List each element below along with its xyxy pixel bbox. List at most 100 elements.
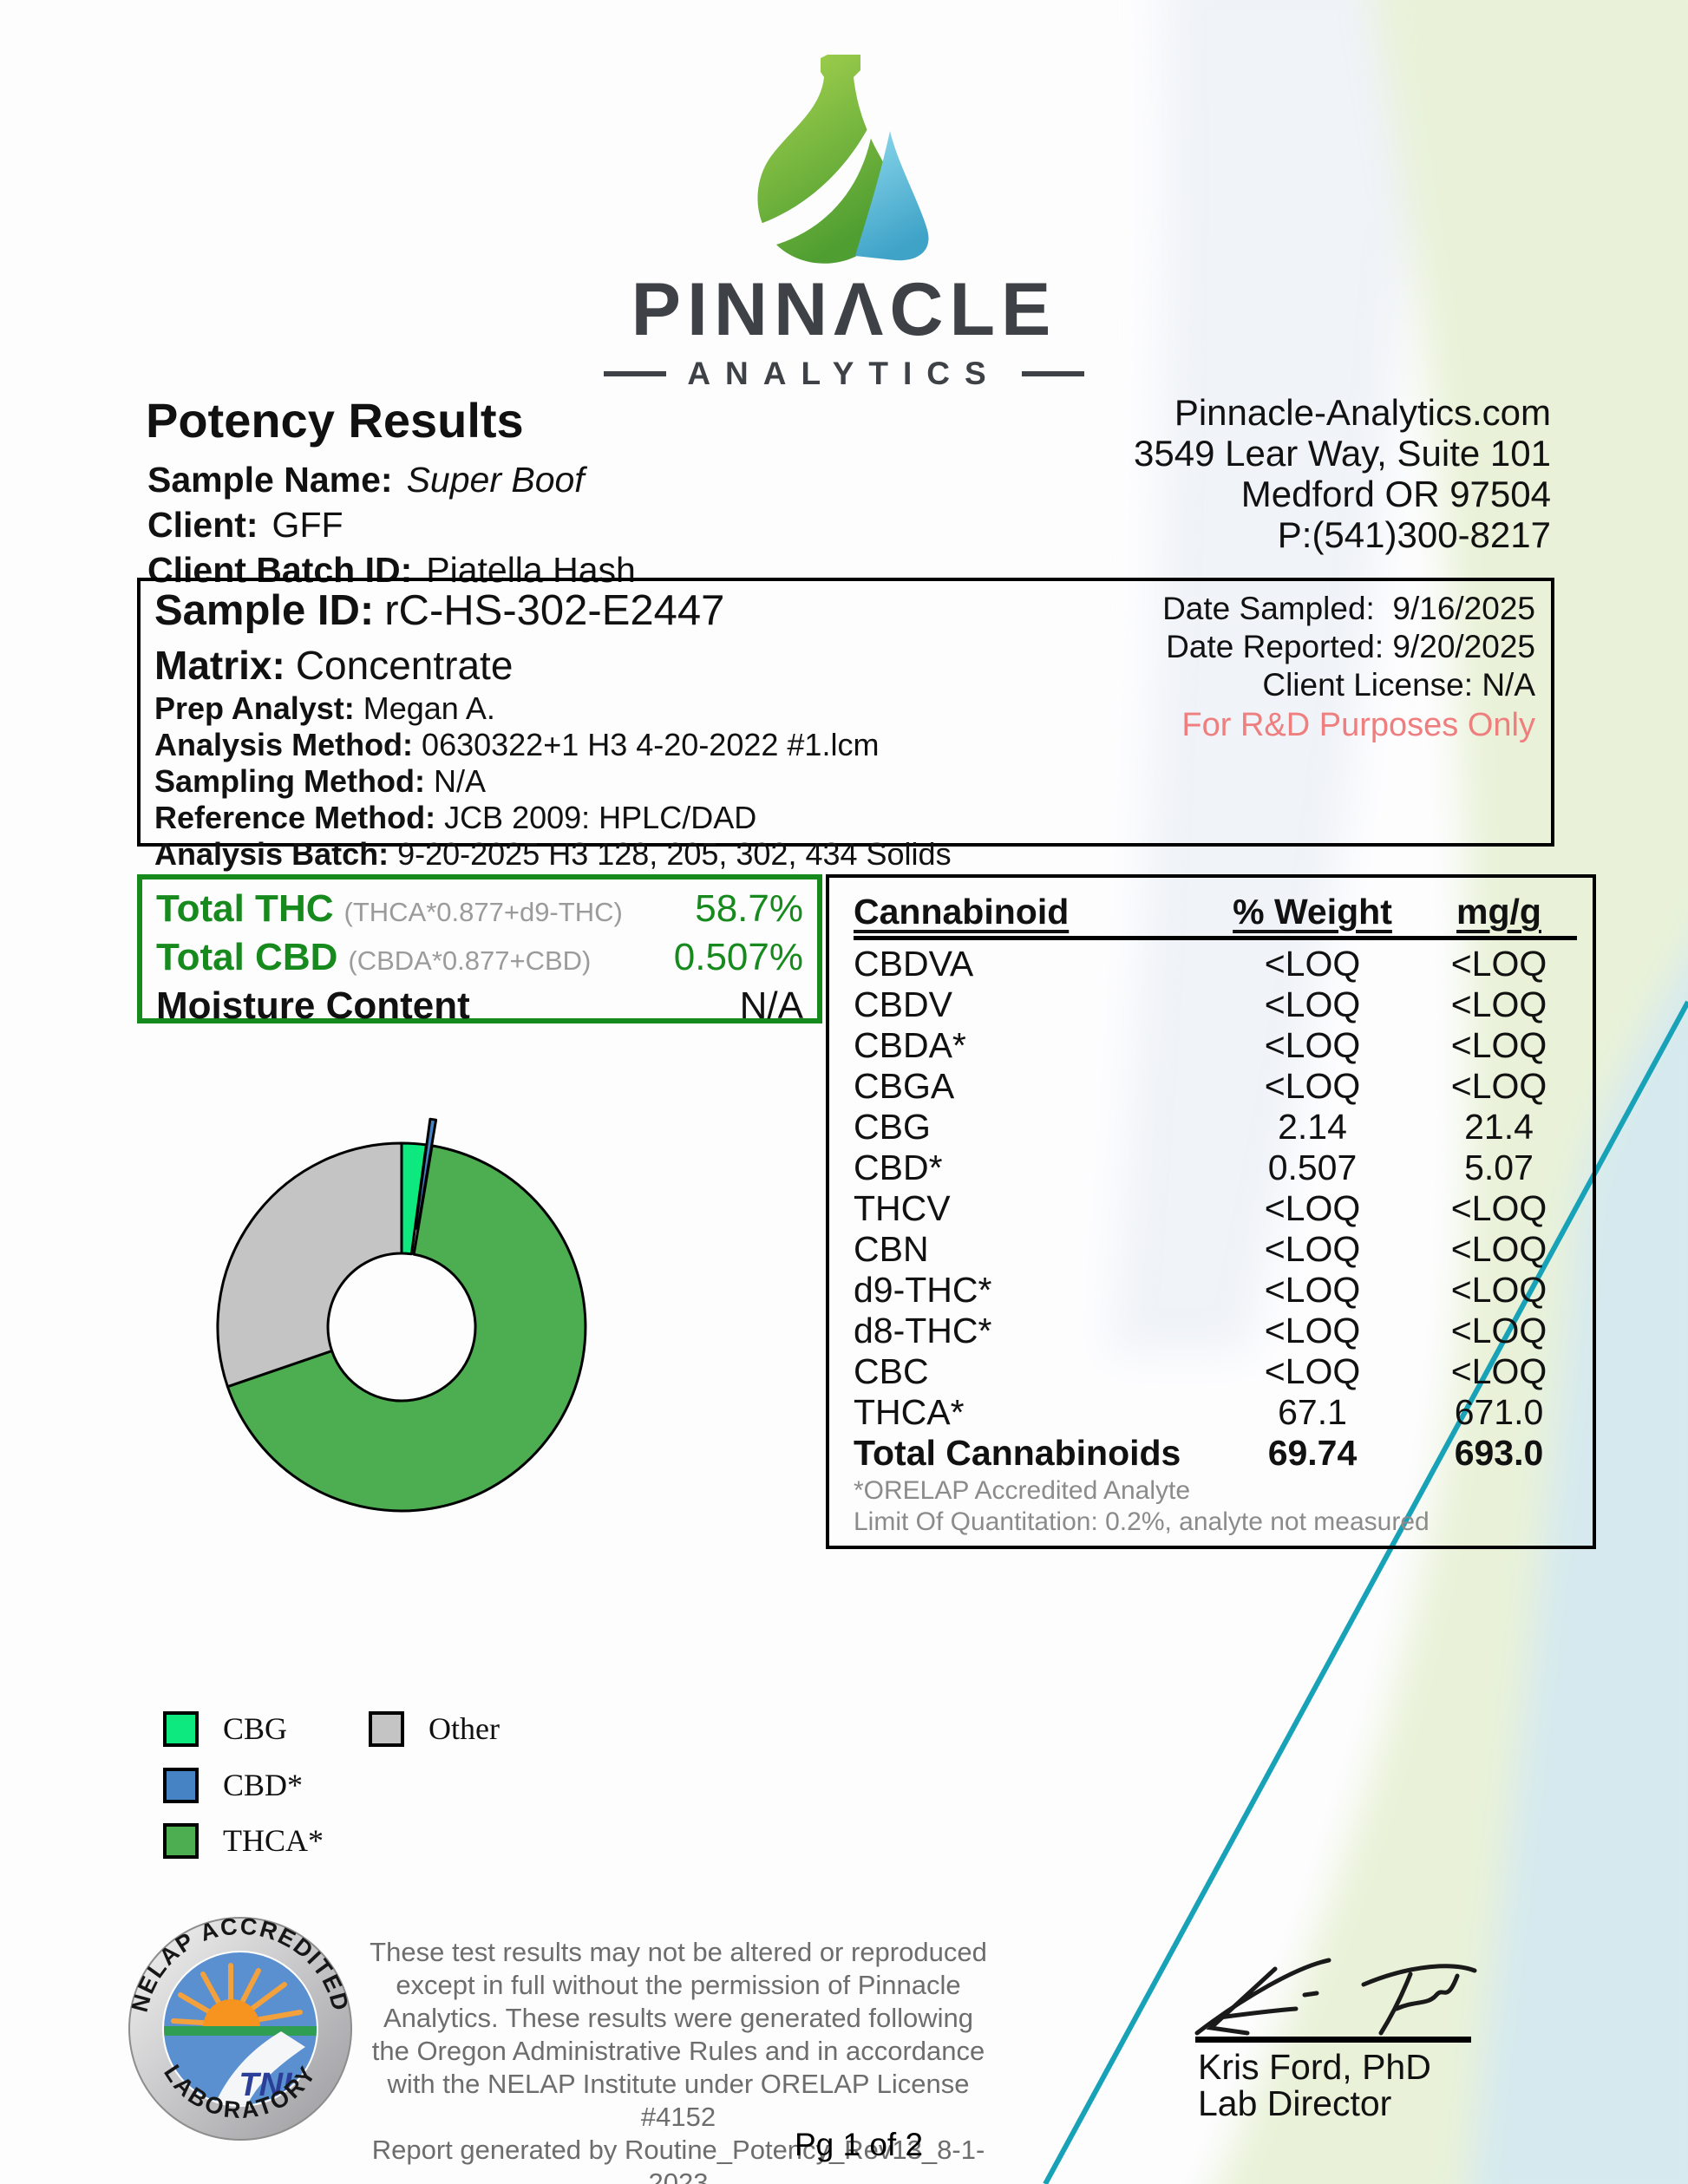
client-batch-label: Client Batch ID:	[147, 550, 413, 590]
total-thc-label: Total THC	[156, 887, 334, 930]
date-reported-row: Date Reported: 9/20/2025	[1162, 628, 1535, 666]
flask-leaf-logo-icon	[753, 55, 929, 264]
disclaimer-line: with the NELAP Institute under ORELAP Li…	[387, 2069, 970, 2132]
matrix-label: Matrix:	[154, 643, 285, 688]
moisture-row: Moisture Content N/A	[156, 984, 803, 1029]
table-row: d8-THC* <LOQ <LOQ	[854, 1311, 1577, 1351]
sampling-method-value: N/A	[433, 763, 486, 799]
client-value: GFF	[272, 505, 343, 545]
col-header-weight: % Weight	[1233, 892, 1392, 932]
analyte-weight: <LOQ	[1264, 1311, 1361, 1350]
analyte-mgg: 21.4	[1464, 1107, 1534, 1147]
rd-purposes-notice: For R&D Purposes Only	[1181, 707, 1535, 743]
col-header-cannabinoid: Cannabinoid	[854, 892, 1070, 932]
analyte-name: CBN	[854, 1229, 929, 1269]
sample-id-label: Sample ID:	[154, 587, 375, 634]
donut-chart	[216, 1117, 587, 1513]
sample-info-left: Sample ID: rC-HS-302-E2447 Matrix: Concent…	[154, 586, 952, 871]
prep-analyst-row: Prep Analyst: Megan A.	[154, 692, 952, 725]
analyte-weight: <LOQ	[1264, 1188, 1361, 1228]
analyte-weight: <LOQ	[1264, 1025, 1361, 1065]
lab-address-line2: Medford OR 97504	[1240, 474, 1551, 514]
legend-label-thca: THCA*	[223, 1823, 324, 1858]
sample-info-box: Sample ID: rC-HS-302-E2447 Matrix: Concent…	[137, 578, 1554, 871]
analyte-weight: <LOQ	[1264, 1066, 1361, 1106]
loq-footnote: Limit Of Quantitation: 0.2%, analyte not…	[854, 1507, 1430, 1536]
signature-line	[1195, 2037, 1471, 2043]
prep-analyst-label: Prep Analyst:	[154, 690, 355, 726]
client-batch-value: Piatella Hash	[426, 550, 636, 590]
date-sampled-value: 9/16/2025	[1392, 591, 1535, 626]
moisture-label: Moisture Content	[156, 984, 470, 1027]
table-row: THCV <LOQ <LOQ	[854, 1188, 1577, 1229]
sampling-method-row: Sampling Method: N/A	[154, 765, 952, 798]
table-row: CBC <LOQ <LOQ	[854, 1351, 1577, 1392]
total-cannabinoids-weight: 69.74	[1267, 1433, 1358, 1473]
table-row: THCA* 67.1 671.0	[854, 1392, 1577, 1433]
analyte-mgg: <LOQ	[1450, 1025, 1547, 1065]
signer-title: Lab Director	[1198, 2083, 1392, 2123]
client-license-row: Client License: N/A	[1162, 666, 1535, 704]
analyte-weight: <LOQ	[1264, 984, 1361, 1024]
subbrand-left-dash	[604, 371, 667, 376]
analyte-weight: 2.14	[1278, 1107, 1347, 1147]
page-number: Pg 1 of 2	[794, 2127, 924, 2162]
brand-subtitle-row: ANALYTICS	[0, 356, 1688, 392]
sample-id-row: Sample ID: rC-HS-302-E2447	[154, 586, 952, 635]
seal-emblem: TNI	[164, 1952, 317, 2105]
total-thc-formula: (THCA*0.877+d9-THC)	[343, 897, 623, 927]
table-row: CBN <LOQ <LOQ	[854, 1229, 1577, 1270]
analyte-name: d9-THC*	[854, 1270, 992, 1310]
disclaimer-line: except in full without the permission of…	[396, 1970, 961, 2000]
analyte-weight: 0.507	[1267, 1148, 1358, 1187]
cbg-swatch-icon	[163, 1710, 199, 1747]
date-sampled-label: Date Sampled:	[1162, 591, 1375, 626]
other-swatch-icon	[369, 1710, 404, 1747]
analyte-mgg: <LOQ	[1450, 1229, 1547, 1269]
table-row: CBDV <LOQ <LOQ	[854, 984, 1577, 1025]
analyte-weight: <LOQ	[1264, 1351, 1361, 1391]
signer-name: Kris Ford, PhD	[1198, 2047, 1431, 2087]
legend-item-thca: THCA*	[163, 1822, 324, 1859]
total-cannabinoids-label: Total Cannabinoids	[854, 1433, 1181, 1473]
analyte-weight: <LOQ	[1264, 1229, 1361, 1269]
page-title: Potency Results	[146, 393, 524, 448]
table-row: CBG 2.14 21.4	[854, 1107, 1577, 1148]
legend-label-other: Other	[429, 1711, 500, 1746]
analyte-weight: 67.1	[1278, 1392, 1347, 1432]
date-sampled-row: Date Sampled: 9/16/2025	[1162, 590, 1535, 628]
analyte-mgg: <LOQ	[1450, 1066, 1547, 1106]
analysis-method-value: 0630322+1 H3 4-20-2022 #1.lcm	[422, 727, 880, 762]
nelap-accreditation-seal: TNI NELAP ACCREDITED LABORATORY	[127, 1915, 352, 2141]
analyte-name: d8-THC*	[854, 1311, 992, 1350]
analyte-name: CBDVA	[854, 944, 974, 984]
disclaimer-text: These test results may not be altered or…	[349, 1936, 1008, 2184]
lab-phone: P:(541)300-8217	[1277, 514, 1551, 555]
disclaimer-line: the Oregon Administrative Rules and in a…	[371, 2036, 985, 2066]
client-label: Client:	[147, 505, 258, 545]
col-header-mgg: mg/g	[1456, 892, 1541, 932]
totals-box: Total THC (THCA*0.877+d9-THC) 58.7% Tota…	[137, 874, 822, 1027]
donut-slice-other	[216, 1141, 403, 1389]
table-total-row: Total Cannabinoids 69.74 693.0	[854, 1433, 1577, 1474]
disclaimer-line: These test results may not be altered or…	[370, 1937, 987, 1967]
reference-method-label: Reference Method:	[154, 800, 436, 835]
analyte-name: THCV	[854, 1188, 951, 1228]
bg-band-blue	[1469, 955, 1688, 2184]
total-cbd-row: Total CBD (CBDA*0.877+CBD) 0.507%	[156, 935, 803, 984]
analyte-weight: <LOQ	[1264, 944, 1361, 984]
analyte-mgg: 5.07	[1464, 1148, 1534, 1187]
table-row: CBDA* <LOQ <LOQ	[854, 1025, 1577, 1066]
moisture-value: N/A	[739, 984, 803, 1027]
date-reported-label: Date Reported:	[1166, 629, 1384, 664]
analyte-mgg: <LOQ	[1450, 984, 1547, 1024]
analyte-name: CBDA*	[854, 1025, 966, 1065]
analysis-method-label: Analysis Method:	[154, 727, 414, 762]
sun-icon	[203, 1999, 260, 2028]
sample-name-label: Sample Name:	[147, 460, 393, 500]
reference-method-value: JCB 2009: HPLC/DAD	[444, 800, 757, 835]
analysis-batch-label: Analysis Batch:	[154, 836, 389, 872]
client-batch-row: Client Batch ID: Piatella Hash	[147, 550, 636, 591]
